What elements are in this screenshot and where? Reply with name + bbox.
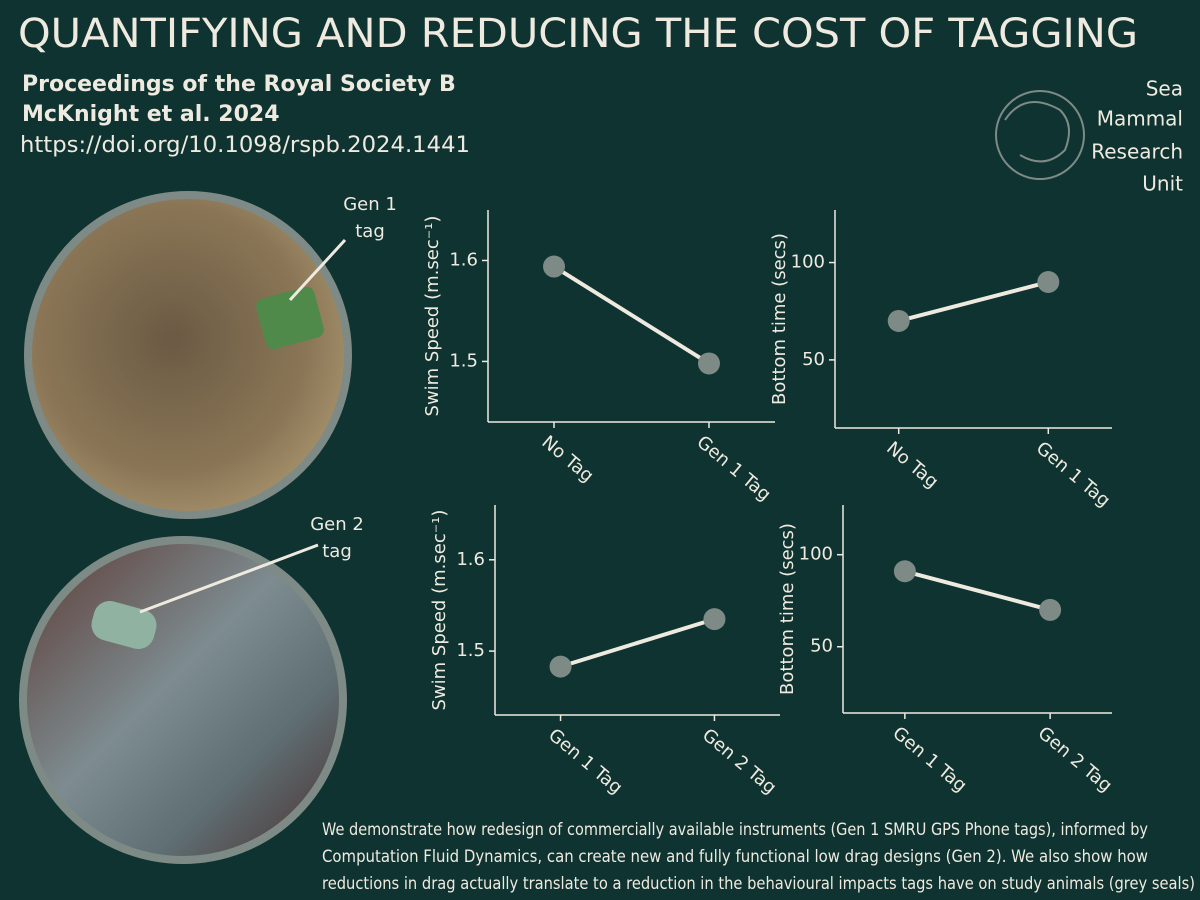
photo-gen1-seal xyxy=(24,191,352,519)
data-point xyxy=(549,655,572,678)
authors: McKnight et al. 2024 xyxy=(22,102,280,127)
data-line xyxy=(552,264,711,366)
annotation-label: tag xyxy=(355,221,385,242)
y-tick-label: 50 xyxy=(802,349,825,370)
logo-text: Research xyxy=(1091,140,1183,164)
title: QUANTIFYING AND REDUCING THE COST OF TAG… xyxy=(18,11,1138,57)
data-point xyxy=(1037,271,1060,294)
data-point xyxy=(543,255,566,278)
y-tick-label: 1.5 xyxy=(456,640,485,661)
gen1-tag-shape xyxy=(256,286,324,350)
doi: https://doi.org/10.1098/rspb.2024.1441 xyxy=(20,133,470,158)
annotation-line xyxy=(288,238,347,302)
data-point xyxy=(697,352,720,375)
data-line xyxy=(898,280,1049,323)
data-point xyxy=(703,608,726,631)
y-tick-label: 1.6 xyxy=(449,249,478,270)
y-axis-label: Swim Speed (m.sec⁻¹) xyxy=(422,216,443,417)
annotation-label: Gen 1 xyxy=(343,194,397,215)
logo-text: Unit xyxy=(1142,172,1183,196)
y-axis-label: Swim Speed (m.sec⁻¹) xyxy=(429,510,450,711)
journal: Proceedings of the Royal Society B xyxy=(22,72,456,97)
y-tick-label: 50 xyxy=(810,636,833,657)
annotation-line xyxy=(139,543,319,614)
photo-gen2-seal xyxy=(19,536,347,864)
y-tick-label: 1.6 xyxy=(456,549,485,570)
gen2-tag-shape xyxy=(91,600,157,650)
annotation-label: tag xyxy=(322,541,352,562)
y-tick-label: 100 xyxy=(799,544,833,565)
y-axis-label: Bottom time (secs) xyxy=(777,523,798,695)
data-point xyxy=(893,560,916,583)
logo-emblem xyxy=(995,90,1085,180)
y-axis-label: Bottom time (secs) xyxy=(769,233,790,405)
data-point xyxy=(887,309,910,332)
data-line xyxy=(559,617,716,669)
caption-line: We demonstrate how redesign of commercia… xyxy=(322,820,1148,840)
data-line xyxy=(904,569,1051,612)
logo-text: Mammal xyxy=(1097,107,1183,131)
caption-line: reductions in drag actually translate to… xyxy=(322,874,1195,894)
y-tick-label: 1.5 xyxy=(449,350,478,371)
annotation-label: Gen 2 xyxy=(310,514,364,535)
data-point xyxy=(1039,598,1062,621)
caption-line: Computation Fluid Dynamics, can create n… xyxy=(322,847,1148,867)
y-tick-label: 100 xyxy=(791,252,825,273)
logo-emblem-seal xyxy=(1004,101,1070,163)
logo-text: Sea xyxy=(1146,77,1183,101)
